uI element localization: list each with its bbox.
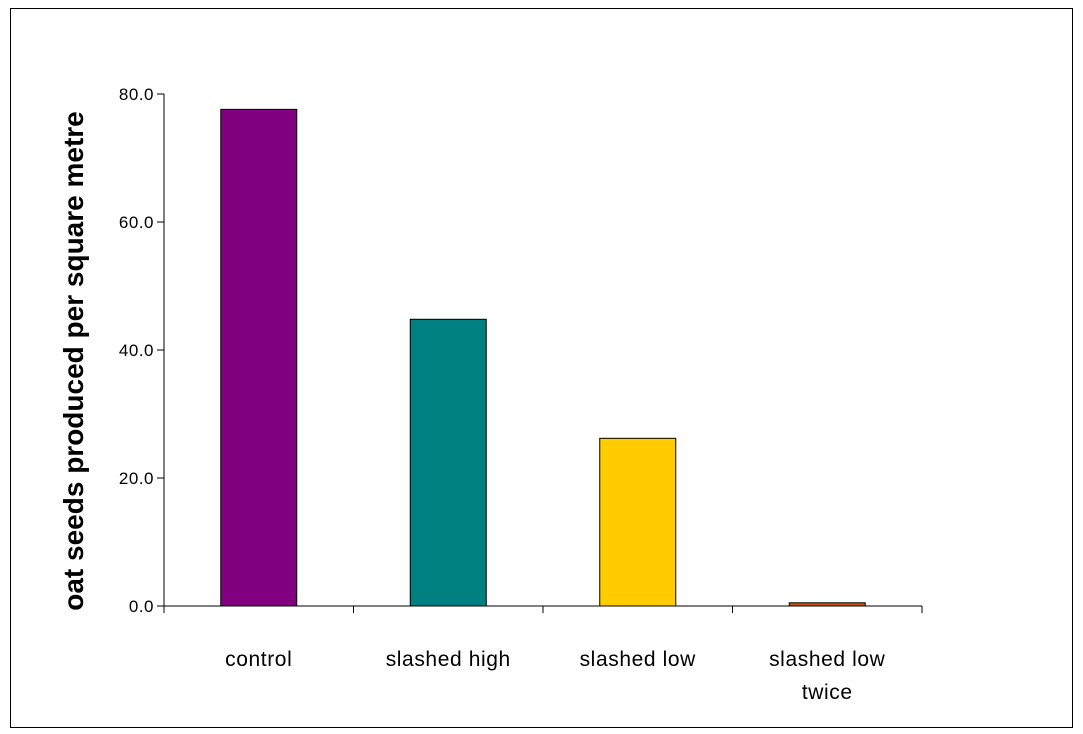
x-tick-label: control — [225, 648, 292, 671]
bar — [599, 437, 677, 607]
chart-frame: 0.0 20.0 40.0 60.0 80.0 control slashed high sl… — [10, 8, 1073, 728]
y-tick-label: 0.0 — [129, 597, 154, 616]
x-tick-label: slashed high — [386, 648, 511, 671]
y-axis-label: oat seeds produced per square metre — [58, 111, 89, 611]
y-tick-label: 60.0 — [119, 213, 154, 232]
x-tick-label: slashed low — [769, 648, 886, 671]
bar — [220, 108, 298, 607]
x-tick-label: slashed low — [580, 648, 697, 671]
bar-chart: 0.0 20.0 40.0 60.0 80.0 control slashed high sl… — [58, 85, 923, 704]
x-tick-label: twice — [802, 681, 853, 704]
y-tick-label: 40.0 — [119, 341, 154, 360]
y-tick-label: 80.0 — [119, 85, 154, 104]
bar — [409, 318, 487, 607]
bar — [788, 602, 866, 607]
y-tick-label: 20.0 — [119, 469, 154, 488]
